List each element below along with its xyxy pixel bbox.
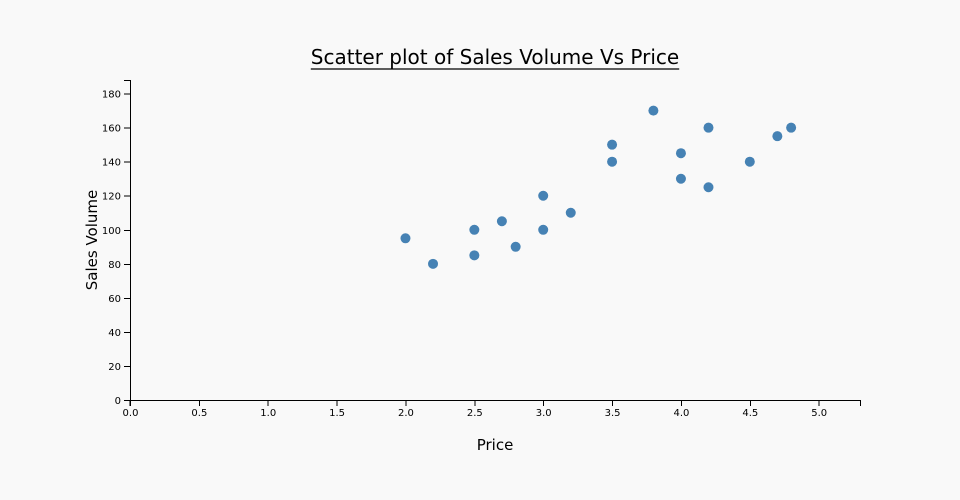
y-tick-label: 120 <box>102 192 121 203</box>
data-point <box>675 173 686 184</box>
data-point <box>469 250 480 261</box>
data-point <box>648 105 659 116</box>
x-tick-label: 2.5 <box>467 408 483 419</box>
chart-title: Scatter plot of Sales Volume Vs Price <box>311 45 679 69</box>
x-tick-label: 2.0 <box>398 408 414 419</box>
data-point <box>510 241 521 252</box>
data-point <box>428 258 439 269</box>
scatter-points <box>400 105 797 269</box>
y-axis: 0 20 40 60 80 100 120 140 160 180 <box>102 80 131 407</box>
x-tick-label: 4.0 <box>673 408 689 419</box>
y-tick-label: 60 <box>108 294 121 305</box>
y-tick-label: 180 <box>102 90 121 101</box>
y-tick-label: 140 <box>102 158 121 169</box>
x-tick-label: 3.5 <box>605 408 621 419</box>
x-tick-label: 5.0 <box>811 408 827 419</box>
y-axis-title: Sales Volume <box>83 190 101 290</box>
data-point <box>538 224 549 235</box>
x-axis-line <box>129 400 861 406</box>
data-point <box>786 122 797 133</box>
y-tick-label: 0 <box>115 396 121 407</box>
x-tick-label: 0.0 <box>123 408 139 419</box>
data-point <box>772 131 783 142</box>
data-point <box>744 156 755 167</box>
data-point <box>496 216 507 227</box>
data-point <box>703 182 714 193</box>
x-tick-label: 0.5 <box>191 408 207 419</box>
data-point <box>565 207 576 218</box>
data-point <box>607 156 618 167</box>
x-axis: 0.0 0.5 1.0 1.5 2.0 2.5 3.0 3.5 4.0 4.5 5.0 <box>123 400 861 419</box>
data-point <box>607 139 618 150</box>
y-tick-label: 20 <box>108 362 121 373</box>
data-point <box>469 224 480 235</box>
data-point <box>538 190 549 201</box>
data-point <box>400 233 411 244</box>
x-tick-label: 1.5 <box>329 408 345 419</box>
y-tick-label: 160 <box>102 124 121 135</box>
data-point <box>703 122 714 133</box>
x-tick-label: 1.0 <box>260 408 276 419</box>
x-axis-title: Price <box>477 436 514 454</box>
y-tick-label: 80 <box>108 260 121 271</box>
x-tick-label: 4.5 <box>742 408 758 419</box>
data-point <box>675 148 686 159</box>
y-tick-label: 40 <box>108 328 121 339</box>
y-tick-label: 100 <box>102 226 121 237</box>
x-tick-label: 3.0 <box>536 408 552 419</box>
